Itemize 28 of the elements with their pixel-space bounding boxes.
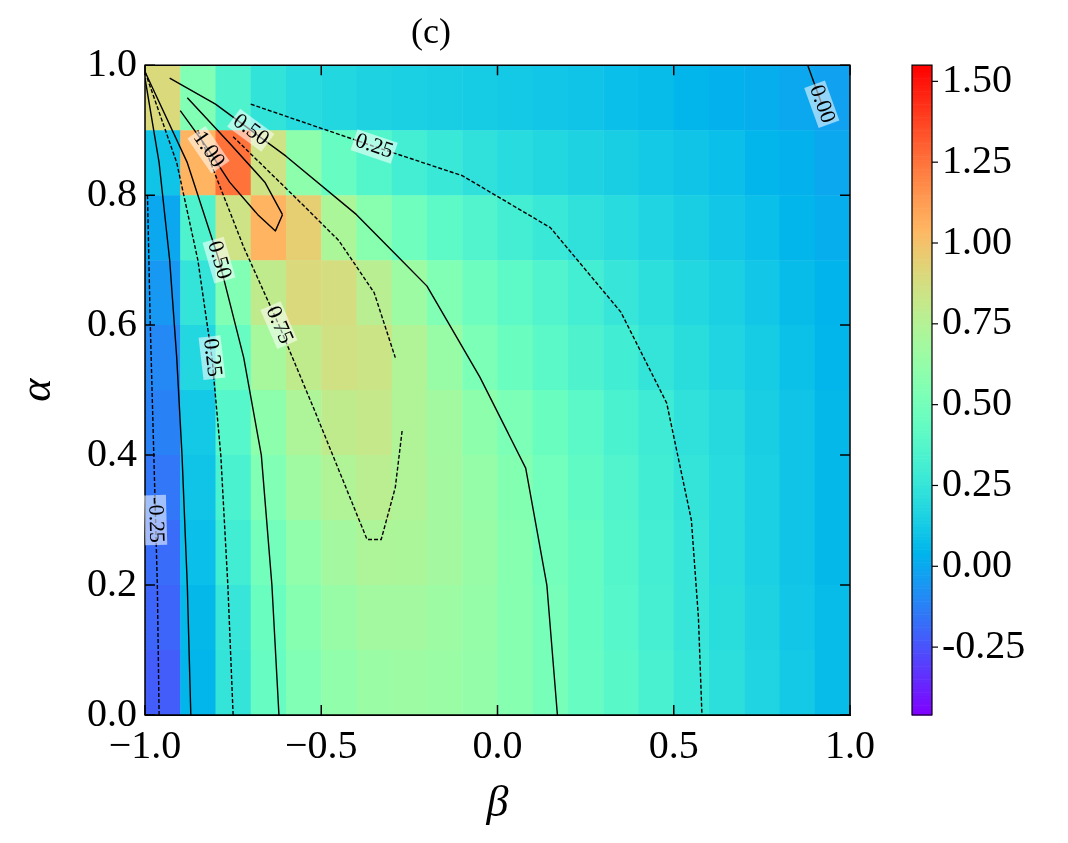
color-bar-label: 1.00 (942, 217, 1012, 263)
x-tick-label: 1.0 (825, 721, 875, 767)
y-tick-label: 0.8 (87, 169, 137, 215)
y-axis-title: α (10, 377, 60, 402)
annotation: 0.00 (805, 81, 842, 126)
color-bar-label: 0.50 (942, 379, 1012, 425)
color-bar-label: -0.25 (942, 621, 1026, 667)
color-bar-label: 1.50 (942, 55, 1012, 101)
y-tick-label: 0.6 (87, 299, 137, 345)
x-tick-label: 0.0 (472, 721, 523, 767)
annotation: 0.25 (199, 336, 229, 378)
annotation: 0.75 (261, 301, 300, 348)
y-tick-label: 1.0 (87, 39, 137, 85)
y-tick-label: 0.2 (87, 559, 137, 605)
annotation: 0.25 (352, 126, 397, 163)
color-bar-label: 0.25 (942, 459, 1012, 505)
annotation: 1.00 (188, 125, 232, 172)
x-tick-label: −0.5 (284, 721, 358, 767)
x-tick-label: 0.5 (648, 721, 699, 767)
color-bar-label: 1.25 (942, 136, 1012, 182)
color-bar-label: 0.00 (942, 540, 1012, 586)
chart-title: (c) (411, 11, 451, 52)
annotation: -0.25 (144, 496, 171, 544)
annotation: 0.50 (228, 107, 275, 151)
y-tick-label: 0.4 (87, 429, 137, 475)
x-axis-title: β (485, 777, 509, 827)
annotation: 0.50 (203, 237, 239, 282)
color-bar-label: 0.75 (942, 298, 1012, 344)
